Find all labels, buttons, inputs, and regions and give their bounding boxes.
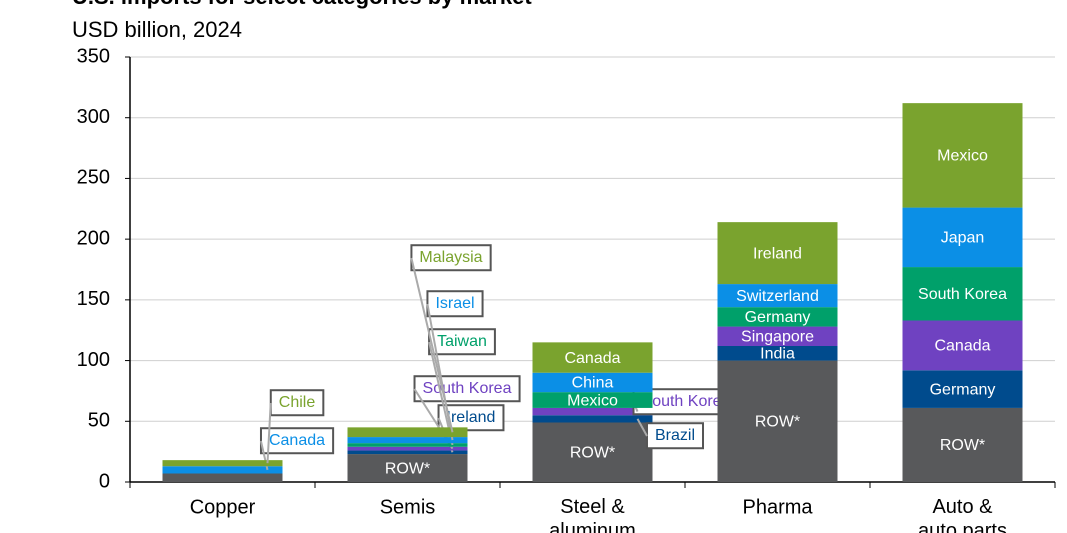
bar-segment [162, 473, 283, 482]
segment-label: Mexico [937, 148, 988, 165]
y-tick-label: 250 [77, 167, 110, 189]
segment-label: India [760, 346, 795, 363]
segment-label: China [572, 375, 614, 392]
callout-label: South Korea [423, 380, 512, 397]
segment-label: ROW* [570, 444, 615, 461]
callout-leader [410, 257, 454, 433]
segment-label: South Korea [918, 286, 1007, 303]
bar-segment [717, 360, 838, 482]
callout-label: Taiwan [437, 333, 487, 350]
bar-segment [902, 267, 1023, 321]
callout-box [269, 389, 325, 417]
y-tick-label: 200 [77, 227, 110, 249]
y-tick-label: 100 [77, 349, 110, 371]
y-tick-label: 300 [77, 106, 110, 128]
segment-label: ROW* [755, 414, 800, 431]
bar-segment [902, 103, 1023, 208]
bar-segment [717, 346, 838, 361]
callout-label: Malaysia [419, 249, 482, 266]
bar-segment [347, 443, 468, 447]
segment-label: ROW* [940, 437, 985, 454]
bar-segment [902, 320, 1023, 371]
bar-segment [162, 460, 283, 467]
segment-label: Canada [934, 338, 990, 355]
callout-label: Brazil [655, 427, 695, 444]
y-tick-label: 0 [99, 470, 110, 492]
bar-segment [532, 422, 653, 482]
segment-label: Germany [930, 381, 996, 398]
bar-segment [717, 326, 838, 346]
x-tick-label: Copper [190, 496, 256, 518]
x-tick-label: Pharma [742, 496, 813, 518]
callout-label: Israel [435, 295, 474, 312]
bar-segment [902, 407, 1023, 482]
bar-segment [902, 207, 1023, 268]
y-tick-label: 150 [77, 288, 110, 310]
callout-label: South Korea [642, 393, 731, 410]
bar-segment [532, 372, 653, 393]
chart-title: U.S. imports for select categories by ma… [72, 0, 532, 9]
bar-segment [347, 427, 468, 438]
y-tick-label: 350 [77, 45, 110, 67]
callout-box [410, 244, 492, 272]
callout-box [645, 422, 705, 450]
bar-segment [717, 307, 838, 327]
segment-label: Japan [941, 230, 985, 247]
callout-label: Canada [269, 432, 325, 449]
bar-segment [717, 284, 838, 308]
bar-segment [902, 370, 1023, 408]
callout-leader [266, 402, 272, 464]
bar-segment [532, 392, 653, 408]
bar-segment [347, 446, 468, 451]
segment-label: Switzerland [736, 288, 819, 305]
callout-box [259, 427, 335, 455]
segment-label: Canada [564, 350, 620, 367]
segment-label: Mexico [567, 392, 618, 409]
bar-segment [347, 450, 468, 455]
x-tick-label: Semis [380, 496, 436, 518]
callout-leader [636, 418, 648, 437]
bar-segment [532, 415, 653, 423]
bar-segment [347, 454, 468, 482]
callout-label: Ireland [447, 409, 496, 426]
segment-label: Germany [745, 309, 811, 326]
callout-label: Chile [279, 394, 316, 411]
y-tick-label: 50 [88, 410, 110, 432]
bar-segment [717, 222, 838, 285]
segment-label: Ireland [753, 245, 802, 262]
bar-segment [162, 466, 283, 474]
callout-box [428, 328, 496, 356]
x-tick-label: Steel & aluminum [549, 496, 636, 533]
segment-label: Singapore [741, 329, 814, 346]
bar-segment [532, 342, 653, 373]
bar-segment [347, 437, 468, 444]
chart-subtitle: USD billion, 2024 [72, 17, 242, 42]
callout-box [426, 290, 484, 318]
callout-box [413, 375, 521, 403]
x-tick-label: Auto & auto parts [918, 496, 1007, 533]
bar-segment [532, 407, 653, 416]
segment-label: ROW* [385, 460, 430, 477]
